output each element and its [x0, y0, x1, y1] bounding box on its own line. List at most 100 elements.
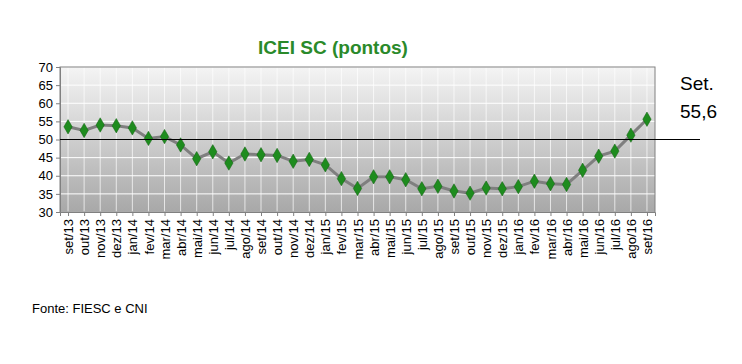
y-tick-mark — [56, 121, 60, 122]
y-tick: 65 — [39, 78, 60, 93]
x-axis-line — [61, 213, 656, 217]
x-tick-label: set/16 — [640, 219, 655, 254]
y-tick-label: 50 — [39, 132, 53, 147]
x-tick-label: fev/14 — [141, 219, 156, 254]
x-axis: set/13out/13nov/13dez/13jan/14fev/14mar/… — [61, 212, 656, 259]
x-tick-label: dez/15 — [495, 219, 510, 258]
x-tick-mark — [631, 212, 632, 216]
y-tick: 40 — [39, 168, 60, 183]
x-tick-mark — [567, 212, 568, 216]
x-tick-mark — [84, 212, 85, 216]
x-tick-label: abr/14 — [174, 219, 189, 256]
x-tick-label: nov/14 — [286, 219, 301, 258]
x-tick-mark — [68, 212, 69, 216]
annotation: 55,6 — [680, 101, 717, 122]
x-tick-label: dez/13 — [109, 219, 124, 258]
y-tick: 70 — [39, 60, 60, 75]
x-tick-mark — [518, 212, 519, 216]
data-point — [209, 145, 217, 159]
y-tick-label: 40 — [39, 168, 53, 183]
y-tick-mark — [56, 194, 60, 195]
data-point — [418, 182, 426, 196]
data-point — [434, 179, 442, 193]
annotation: Set. — [680, 73, 714, 94]
x-tick: mar/16 — [544, 212, 559, 259]
x-tick-label: jan/14 — [125, 219, 140, 255]
x-tick: fev/16 — [527, 212, 542, 254]
x-tick-label: abr/15 — [367, 219, 382, 256]
x-tick-mark — [100, 212, 101, 216]
data-point — [241, 147, 249, 161]
x-tick-mark — [293, 212, 294, 216]
x-tick: dez/15 — [495, 212, 510, 258]
x-tick-label: nov/13 — [93, 219, 108, 258]
x-tick: jan/15 — [318, 212, 333, 255]
x-tick-mark — [647, 212, 648, 216]
x-tick-mark — [181, 212, 182, 216]
data-point — [112, 119, 120, 133]
x-tick-mark — [309, 212, 310, 216]
data-point — [643, 112, 651, 126]
chart-svg: 303540455055606570set/13out/13nov/13dez/… — [0, 0, 742, 364]
data-point — [530, 174, 538, 188]
x-tick: mar/14 — [158, 212, 173, 259]
x-tick: mar/15 — [351, 212, 366, 259]
y-tick-mark — [56, 212, 60, 213]
data-point — [402, 173, 410, 187]
x-tick-mark — [454, 212, 455, 216]
data-point — [611, 144, 619, 158]
x-tick: set/14 — [254, 212, 269, 254]
x-tick: jul/16 — [608, 212, 623, 251]
data-point — [144, 131, 152, 145]
x-tick: set/13 — [61, 212, 76, 254]
x-tick-label: fev/15 — [334, 219, 349, 254]
y-tick-mark — [56, 158, 60, 159]
x-tick-mark — [341, 212, 342, 216]
x-tick: set/16 — [640, 212, 655, 254]
x-tick-label: out/14 — [270, 219, 285, 255]
data-point — [337, 171, 345, 185]
x-tick-mark — [261, 212, 262, 216]
x-tick: nov/15 — [479, 212, 494, 258]
x-tick-mark — [390, 212, 391, 216]
x-tick-mark — [486, 212, 487, 216]
x-tick-mark — [213, 212, 214, 216]
x-tick: jul/14 — [222, 212, 237, 251]
y-axis: 303540455055606570 — [39, 60, 61, 220]
data-point — [466, 186, 474, 200]
x-tick-mark — [470, 212, 471, 216]
data-point — [225, 156, 233, 170]
x-tick: ago/15 — [431, 212, 446, 259]
y-tick-label: 60 — [39, 96, 53, 111]
x-tick-label: jan/15 — [318, 219, 333, 255]
x-tick-label: mai/16 — [576, 219, 591, 258]
x-tick: out/13 — [77, 212, 92, 255]
y-tick-label: 30 — [39, 205, 53, 220]
x-tick-mark — [406, 212, 407, 216]
x-tick: fev/15 — [334, 212, 349, 254]
data-point — [257, 148, 265, 162]
y-tick: 30 — [39, 205, 60, 220]
y-tick-label: 45 — [39, 150, 53, 165]
y-tick-label: 35 — [39, 187, 53, 202]
y-tick-mark — [56, 85, 60, 86]
x-tick-mark — [325, 212, 326, 216]
x-tick-label: mar/15 — [351, 219, 366, 259]
x-tick: nov/14 — [286, 212, 301, 258]
x-tick: mai/16 — [576, 212, 591, 258]
x-tick: mai/15 — [383, 212, 398, 258]
y-tick-mark — [56, 103, 60, 104]
x-tick-mark — [615, 212, 616, 216]
y-tick: 50 — [39, 132, 60, 147]
x-tick-label: ago/16 — [624, 219, 639, 259]
chart-title: ICEI SC (pontos) — [258, 37, 408, 58]
x-tick: set/15 — [447, 212, 462, 254]
x-tick-mark — [132, 212, 133, 216]
x-tick-label: mar/14 — [158, 219, 173, 259]
x-tick-mark — [229, 212, 230, 216]
x-tick-label: jun/16 — [592, 219, 607, 255]
x-tick: out/15 — [463, 212, 478, 255]
y-tick: 35 — [39, 187, 60, 202]
x-tick-label: jun/14 — [206, 219, 221, 255]
data-point — [386, 170, 394, 184]
